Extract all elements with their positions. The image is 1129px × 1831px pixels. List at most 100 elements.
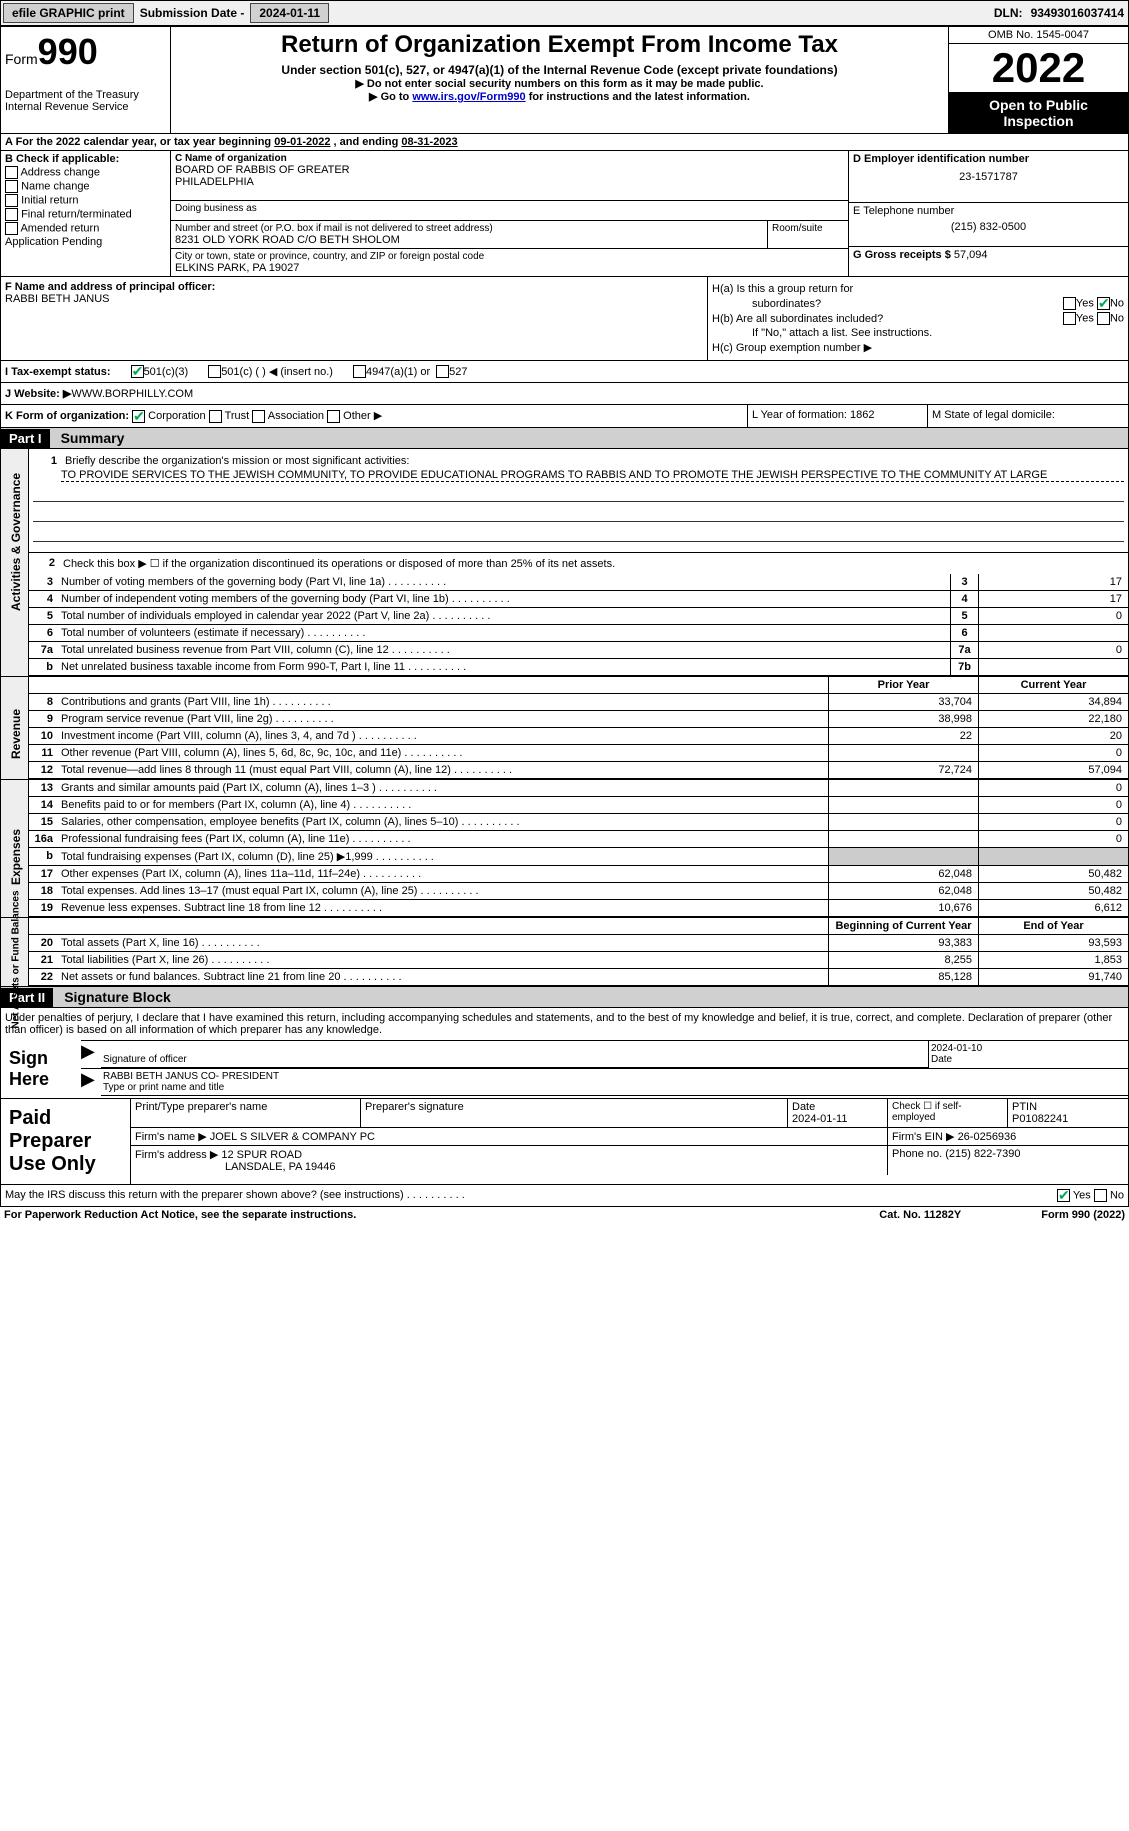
lbl-app-pending: Application Pending	[5, 236, 102, 248]
current-val: 20	[978, 728, 1128, 744]
chk-501c3[interactable]	[131, 365, 144, 378]
irs-link[interactable]: www.irs.gov/Form990	[412, 91, 525, 103]
lbl-initial-return: Initial return	[21, 194, 78, 206]
form-version: Form 990 (2022)	[1041, 1209, 1125, 1221]
efile-print-button[interactable]: efile GRAPHIC print	[3, 3, 134, 23]
part2-badge: Part II	[1, 988, 53, 1007]
chk-amended-return[interactable]	[5, 222, 18, 235]
current-val: 34,894	[978, 694, 1128, 710]
vtab-revenue: Revenue	[9, 679, 23, 789]
irs-label: Internal Revenue Service	[5, 101, 166, 113]
hb-no[interactable]	[1097, 312, 1110, 325]
current-val: 93,593	[978, 935, 1128, 951]
row-num: 7a	[29, 642, 57, 658]
dln-label: DLN:	[990, 6, 1027, 20]
addr-value: 8231 OLD YORK ROAD C/O BETH SHOLOM	[175, 234, 763, 246]
officer-label: F Name and address of principal officer:	[5, 281, 703, 293]
officer-name: RABBI BETH JANUS	[5, 293, 703, 305]
org-name-2: PHILADELPHIA	[175, 176, 844, 188]
row-num: 10	[29, 728, 57, 744]
row-val: 0	[978, 608, 1128, 624]
col-c: C Name of organization BOARD OF RABBIS O…	[171, 151, 848, 276]
row-desc: Number of independent voting members of …	[57, 591, 950, 607]
summary-row: 9 Program service revenue (Part VIII, li…	[29, 711, 1128, 728]
row-num: 19	[29, 900, 57, 916]
org-name-1: BOARD OF RABBIS OF GREATER	[175, 164, 844, 176]
summary-row: 15 Salaries, other compensation, employe…	[29, 814, 1128, 831]
chk-address-change[interactable]	[5, 166, 18, 179]
chk-4947[interactable]	[353, 365, 366, 378]
chk-initial-return[interactable]	[5, 194, 18, 207]
row-num: b	[29, 659, 57, 675]
dln-value: 93493016037414	[1027, 6, 1128, 20]
chk-trust[interactable]	[209, 410, 222, 423]
prior-val: 10,676	[828, 900, 978, 916]
addr-label: Number and street (or P.O. box if mail i…	[175, 223, 763, 234]
row-desc: Net unrelated business taxable income fr…	[57, 659, 950, 675]
discuss-no[interactable]	[1094, 1189, 1107, 1202]
mission-label: Briefly describe the organization's miss…	[61, 453, 1124, 469]
lbl-corp: Corporation	[148, 410, 205, 422]
hb-yes[interactable]	[1063, 312, 1076, 325]
row-desc: Benefits paid to or for members (Part IX…	[57, 797, 828, 813]
form-title: Return of Organization Exempt From Incom…	[175, 31, 944, 59]
chk-final-return[interactable]	[5, 208, 18, 221]
lbl-other: Other ▶	[343, 410, 382, 422]
paid-preparer-block: Paid Preparer Use Only Print/Type prepar…	[0, 1099, 1129, 1185]
chk-assoc[interactable]	[252, 410, 265, 423]
ein-value: 23-1571787	[853, 171, 1124, 183]
sig-date-value: 2024-01-10	[931, 1043, 982, 1054]
summary-row: b Total fundraising expenses (Part IX, c…	[29, 848, 1128, 866]
prior-val: 62,048	[828, 866, 978, 882]
row-val	[978, 659, 1128, 675]
current-val: 50,482	[978, 866, 1128, 882]
hc-label: H(c) Group exemption number ▶	[712, 341, 872, 354]
mission-text: TO PROVIDE SERVICES TO THE JEWISH COMMUN…	[61, 469, 1124, 482]
self-employed-check: Check ☐ if self-employed	[888, 1099, 1008, 1127]
gross-value: 57,094	[954, 249, 988, 261]
row-desc: Number of voting members of the governin…	[57, 574, 950, 590]
summary-row: 10 Investment income (Part VIII, column …	[29, 728, 1128, 745]
tax-status-label: I Tax-exempt status:	[5, 366, 111, 378]
col-b: B Check if applicable: Address change Na…	[1, 151, 171, 276]
summary-row: 11 Other revenue (Part VIII, column (A),…	[29, 745, 1128, 762]
current-val: 0	[978, 780, 1128, 796]
chk-501c[interactable]	[208, 365, 221, 378]
gross-label: G Gross receipts $	[853, 249, 954, 261]
discuss-yes[interactable]	[1057, 1189, 1070, 1202]
current-val: 0	[978, 797, 1128, 813]
row-num: 4	[29, 591, 57, 607]
goto-prefix: ▶ Go to	[369, 91, 412, 103]
summary-row: 7a Total unrelated business revenue from…	[29, 642, 1128, 659]
current-val: 1,853	[978, 952, 1128, 968]
summary-row: 8 Contributions and grants (Part VIII, l…	[29, 694, 1128, 711]
row-val: 17	[978, 591, 1128, 607]
chk-name-change[interactable]	[5, 180, 18, 193]
row-desc: Investment income (Part VIII, column (A)…	[57, 728, 828, 744]
part1-title: Summary	[53, 428, 133, 448]
row-val: 17	[978, 574, 1128, 590]
line2-text: Check this box ▶ ☐ if the organization d…	[59, 555, 1126, 572]
prior-val	[828, 848, 978, 865]
prior-val: 72,724	[828, 762, 978, 778]
chk-other[interactable]	[327, 410, 340, 423]
ha-yes[interactable]	[1063, 297, 1076, 310]
arrow-icon: ▶	[81, 1069, 101, 1096]
summary-row: 18 Total expenses. Add lines 13–17 (must…	[29, 883, 1128, 900]
ha-no[interactable]	[1097, 297, 1110, 310]
ptin-label: PTIN	[1012, 1101, 1037, 1113]
chk-527[interactable]	[436, 365, 449, 378]
part1-badge: Part I	[1, 429, 50, 448]
prep-sig-label: Preparer's signature	[361, 1099, 788, 1127]
submission-label: Submission Date -	[136, 6, 249, 20]
summary-row: 20 Total assets (Part X, line 16) 93,383…	[29, 935, 1128, 952]
prior-val	[828, 745, 978, 761]
row-val: 0	[978, 642, 1128, 658]
row-desc: Total expenses. Add lines 13–17 (must eq…	[57, 883, 828, 899]
row-desc: Program service revenue (Part VIII, line…	[57, 711, 828, 727]
vtab-governance: Activities & Governance	[9, 501, 23, 611]
chk-corp[interactable]	[132, 410, 145, 423]
discuss-row: May the IRS discuss this return with the…	[0, 1185, 1129, 1207]
row-num: 22	[29, 969, 57, 985]
discuss-label: May the IRS discuss this return with the…	[5, 1189, 465, 1202]
